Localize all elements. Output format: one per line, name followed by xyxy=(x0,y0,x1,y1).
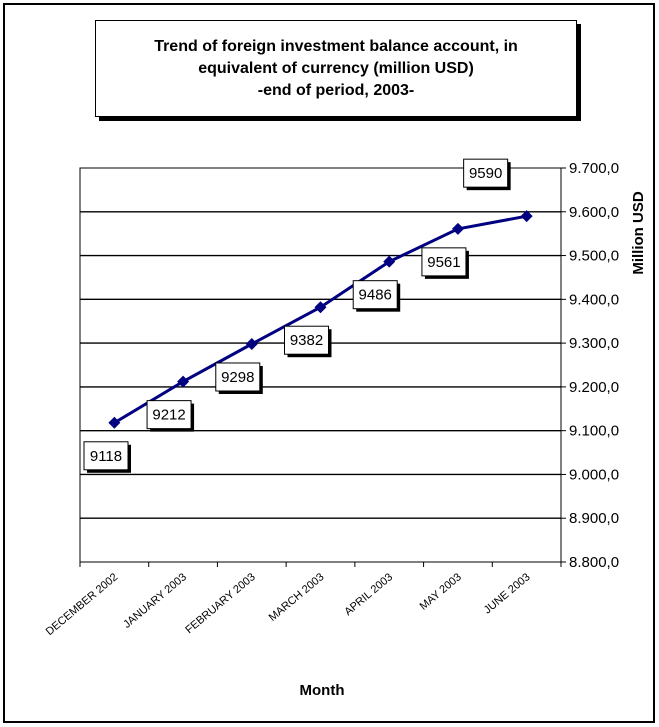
y-tick-label: 9.500,0 xyxy=(569,248,619,265)
data-label-box xyxy=(463,158,509,188)
data-label: 9298 xyxy=(215,362,263,394)
data-label-text: 9212 xyxy=(152,407,185,424)
x-tick-label: MARCH 2003 xyxy=(267,571,327,624)
x-axis-label: Month xyxy=(300,682,345,699)
gridlines xyxy=(80,211,561,519)
data-label-box xyxy=(352,280,398,310)
data-label-box xyxy=(146,400,192,430)
y-tick-label: 8.800,0 xyxy=(569,554,619,571)
data-label-box xyxy=(421,247,467,277)
x-tick-label: JANUARY 2003 xyxy=(121,571,189,631)
y-tick-label: 9.300,0 xyxy=(569,335,619,352)
y-tick-label: 9.400,0 xyxy=(569,291,619,308)
data-label: 9118 xyxy=(83,441,131,473)
x-tick-label: DECEMBER 2002 xyxy=(44,571,121,638)
x-tick-label: JUNE 2003 xyxy=(482,571,533,616)
data-label: 9561 xyxy=(421,247,469,279)
y-tick-label: 9.600,0 xyxy=(569,204,619,221)
plot-area-border xyxy=(79,167,562,563)
data-label-text: 9298 xyxy=(221,369,254,386)
data-label: 9590 xyxy=(463,158,511,191)
data-label-box xyxy=(83,441,129,471)
y-axis-label: Million USD xyxy=(630,191,647,274)
data-labels: 9118 9212 9298 9382 9486 9561 9590 xyxy=(83,158,511,473)
data-label-text: 9590 xyxy=(469,165,502,182)
chart-frame xyxy=(3,3,655,723)
chart-title-line-3: -end of period, 2003- xyxy=(257,81,415,99)
data-point-marker xyxy=(314,301,327,314)
data-label-text: 9561 xyxy=(427,254,460,271)
data-label: 9212 xyxy=(146,400,195,432)
y-tick-labels: 8.800,0 8.900,0 9.000,0 9.100,0 9.200,0 9.300… xyxy=(561,160,619,571)
series-markers xyxy=(108,210,533,429)
x-tick-label: APRIL 2003 xyxy=(342,571,395,618)
data-label-text: 9382 xyxy=(290,332,323,349)
data-point-marker xyxy=(108,416,121,429)
data-label-box xyxy=(215,362,261,392)
y-tick-label: 9.000,0 xyxy=(569,466,619,483)
series-line xyxy=(113,214,527,425)
data-point-marker xyxy=(520,210,533,223)
data-label-text: 9118 xyxy=(90,448,122,465)
data-point-marker xyxy=(177,375,190,388)
data-label: 9382 xyxy=(284,325,332,358)
data-label-box xyxy=(284,325,329,355)
data-point-marker xyxy=(245,337,258,350)
y-tick-label: 8.900,0 xyxy=(569,510,619,527)
x-tick-label: MAY 2003 xyxy=(418,571,464,613)
y-tick-label: 9.700,0 xyxy=(569,160,619,177)
data-point-marker xyxy=(451,222,464,235)
data-label-text: 9486 xyxy=(359,287,392,304)
data-point-marker xyxy=(383,255,396,268)
chart-title-box: Trend of foreign investment balance acco… xyxy=(95,20,577,117)
chart-title-line-1: Trend of foreign investment balance acco… xyxy=(154,37,518,55)
data-label: 9486 xyxy=(352,280,401,312)
y-tick-label: 9.200,0 xyxy=(569,379,619,396)
y-tick-label: 9.100,0 xyxy=(569,423,619,440)
x-tick-label: FEBRUARY 2003 xyxy=(183,571,257,636)
chart-title-line-2: equivalent of currency (million USD) xyxy=(198,59,474,77)
x-tick-marks xyxy=(79,562,562,567)
